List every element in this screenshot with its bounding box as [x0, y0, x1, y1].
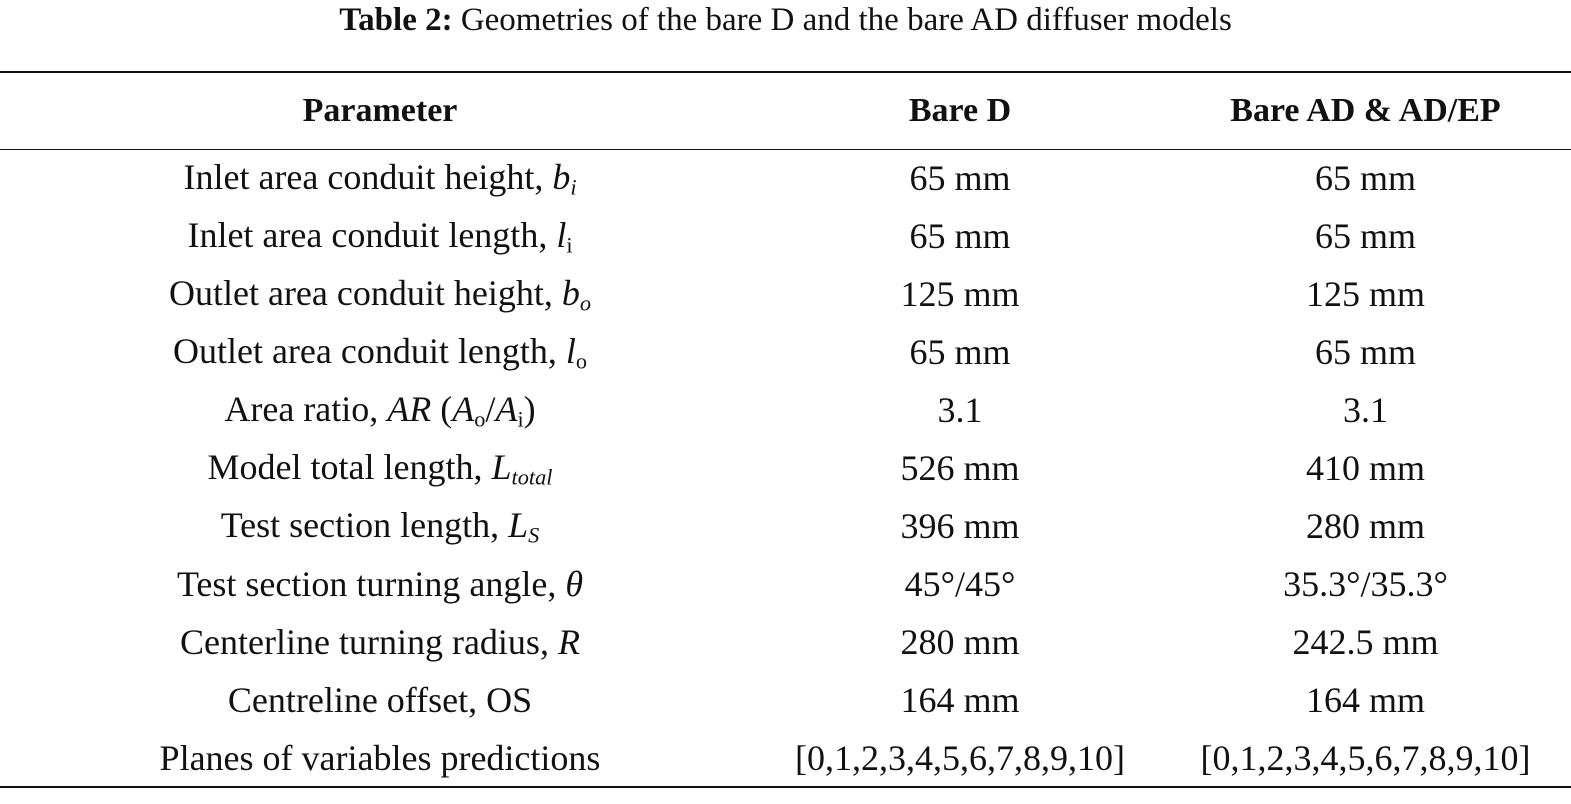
parameter-cell: Outlet area conduit height, bo — [0, 265, 760, 323]
math-subscript: i — [517, 406, 524, 432]
math-symbol: l — [565, 330, 576, 371]
math-symbol: l — [556, 214, 567, 255]
math-symbol: θ — [565, 564, 584, 604]
bare-d-cell: 164 mm — [900, 680, 1020, 720]
parameter-cell: Centerline turning radius, R — [0, 613, 760, 671]
parameter-cell: Planes of variables predictions — [0, 729, 760, 787]
column-header: Bare AD & AD/EP — [1230, 91, 1501, 129]
table-caption: Table 2: Geometries of the bare D and th… — [0, 0, 1571, 40]
caption-label: Table 2: — [339, 2, 453, 38]
parameter-text: Inlet area conduit length, — [187, 214, 557, 255]
math-subscript: S — [528, 522, 540, 548]
parameter-text: / — [485, 388, 496, 429]
table-row: Centreline offset, OS 164 mm 164 mm — [0, 671, 1571, 729]
table-body: Inlet area conduit height, bi 65 mm 65 mm I… — [0, 149, 1571, 787]
column-header: Bare D — [908, 91, 1012, 129]
parameter-cell: Inlet area conduit length, li — [0, 207, 760, 265]
parameter-cell: Area ratio, AR (Ao/Ai) — [0, 381, 760, 439]
math-subscript: o — [575, 348, 588, 374]
parameter-text: Centreline offset, OS — [227, 680, 533, 720]
parameter-cell: Outlet area conduit length, lo — [0, 323, 760, 381]
math-symbol: AR — [387, 388, 432, 429]
bare-ad-cell: 65 mm — [1314, 158, 1416, 199]
table-row: Test section turning angle, θ 45°/45° 35.3… — [0, 555, 1571, 613]
parameter-text: Model total length, — [207, 446, 492, 487]
parameter-cell: Test section turning angle, θ — [0, 555, 760, 613]
table-row: Inlet area conduit height, bi 65 mm 65 mm — [0, 149, 1571, 207]
parameter-text: Area ratio, — [224, 388, 388, 429]
table-row: Outlet area conduit height, bo 125 mm 125 … — [0, 265, 1571, 323]
math-symbol: b — [552, 156, 571, 197]
bare-d-cell: 65 mm — [909, 216, 1011, 256]
parameter-cell: Centreline offset, OS — [0, 671, 760, 729]
column-header: Parameter — [302, 91, 458, 129]
parameter-cell: Test section length, LS — [0, 497, 760, 555]
parameter-text: Centerline turning radius, — [180, 622, 558, 662]
math-symbol: L — [508, 504, 529, 545]
parameter-text: Outlet area conduit height, — [168, 272, 562, 313]
bare-ad-cell: 35.3°/35.3° — [1283, 564, 1448, 604]
bare-d-cell: 125 mm — [900, 274, 1020, 314]
table-row: Centerline turning radius, R 280 mm 242.5 … — [0, 613, 1571, 671]
bare-d-cell: 3.1 — [937, 390, 983, 430]
bare-d-cell: 526 mm — [900, 448, 1020, 488]
table-row: Test section length, LS 396 mm 280 mm — [0, 497, 1571, 555]
bare-ad-cell: 3.1 — [1343, 390, 1388, 430]
table-row: Model total length, Ltotal 526 mm 410 mm — [0, 439, 1571, 497]
math-symbol: A — [495, 388, 518, 429]
bare-ad-cell: 65 mm — [1314, 332, 1416, 372]
table-row: Inlet area conduit length, li 65 mm 65 mm — [0, 207, 1571, 265]
math-subscript: i — [570, 174, 577, 200]
table-header: Parameter Bare D Bare AD & AD/EP — [0, 72, 1571, 149]
table: Parameter Bare D Bare AD & AD/EP Inlet are… — [0, 71, 1571, 788]
parameter-cell: Model total length, Ltotal — [0, 439, 760, 497]
math-subscript: o — [474, 406, 486, 432]
bare-ad-cell: 242.5 mm — [1292, 622, 1439, 662]
table-row: Planes of variables predictions [0,1,2,3,… — [0, 729, 1571, 787]
bare-ad-cell: 410 mm — [1305, 448, 1425, 488]
math-subscript: total — [511, 464, 553, 490]
table-row: Area ratio, AR (Ao/Ai) 3.1 3.1 — [0, 381, 1571, 439]
bare-ad-cell: 125 mm — [1305, 274, 1425, 314]
parameter-text: Planes of variables predictions — [159, 737, 601, 778]
parameter-text: Test section length, — [220, 504, 509, 545]
parameter-text: Test section turning angle, — [176, 564, 566, 604]
math-subscript: i — [566, 232, 573, 258]
bare-d-cell: [0,1,2,3,4,5,6,7,8,9,10] — [795, 737, 1125, 778]
math-symbol: b — [561, 272, 580, 313]
bare-d-cell: 45°/45° — [904, 564, 1016, 604]
parameter-cell: Inlet area conduit height, bi — [0, 149, 760, 207]
bare-d-cell: 280 mm — [900, 622, 1020, 662]
math-symbol: L — [491, 446, 512, 487]
parameter-text: Inlet area conduit height, — [183, 156, 553, 197]
bare-ad-cell: 280 mm — [1305, 506, 1425, 546]
math-subscript: o — [579, 290, 592, 316]
bare-d-cell: 396 mm — [900, 506, 1020, 546]
table-row: Outlet area conduit length, lo 65 mm 65 mm — [0, 323, 1571, 381]
bare-d-cell: 65 mm — [909, 332, 1011, 372]
bare-ad-cell: [0,1,2,3,4,5,6,7,8,9,10] — [1200, 737, 1531, 778]
parameter-text: ( — [431, 388, 453, 429]
math-symbol: R — [557, 622, 580, 662]
bare-ad-cell: 164 mm — [1305, 680, 1425, 720]
caption-text: Geometries of the bare D and the bare AD… — [460, 2, 1232, 38]
bare-ad-cell: 65 mm — [1314, 216, 1416, 256]
bare-d-cell: 65 mm — [909, 158, 1011, 199]
math-symbol: A — [452, 388, 475, 429]
parameter-text: Outlet area conduit length, — [172, 330, 566, 371]
header-row: Parameter Bare D Bare AD & AD/EP — [0, 72, 1571, 149]
parameter-text: ) — [523, 388, 536, 429]
